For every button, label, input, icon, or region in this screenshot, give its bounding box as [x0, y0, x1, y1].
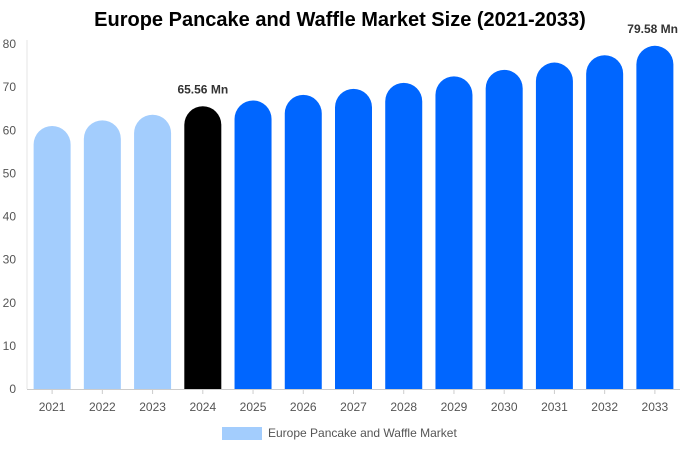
bar-2027	[335, 88, 372, 389]
y-tick-label: 60	[3, 123, 17, 137]
y-tick-label: 70	[3, 80, 17, 94]
y-tick-label: 30	[3, 253, 17, 267]
bar-2023	[134, 114, 172, 389]
bar-2033	[636, 45, 674, 389]
bar-2030	[485, 69, 523, 389]
bar-2031	[535, 62, 573, 389]
x-tick-label-2027: 2027	[340, 400, 367, 414]
x-tick-label-2024: 2024	[189, 400, 216, 414]
bar-2022	[83, 120, 121, 390]
data-label-2033: 79.58 Mn	[627, 22, 678, 36]
bar-2021	[33, 125, 71, 390]
y-tick-label: 0	[9, 382, 16, 396]
data-labels: 65.56 Mn 79.58 Mn	[177, 22, 678, 96]
x-tick-label-2021: 2021	[39, 400, 66, 414]
legend: Europe Pancake and Waffle Market	[222, 425, 457, 441]
bar-2025	[234, 100, 272, 389]
bar-2028	[385, 82, 423, 389]
bar-2026	[284, 94, 322, 389]
x-tick-label-2032: 2032	[591, 400, 618, 414]
x-tick-label-2031: 2031	[541, 400, 568, 414]
x-tick-label-2025: 2025	[240, 400, 267, 414]
x-tick-label-2023: 2023	[139, 400, 166, 414]
x-tick-label-2030: 2030	[491, 400, 518, 414]
x-axis: 2021 2022 2023 2024 2025 2026 2027 2028 2029 2030…	[27, 389, 680, 414]
y-axis: 0 10 20 30 40 50 60 70 80	[3, 37, 28, 396]
x-tick-label-2028: 2028	[390, 400, 417, 414]
y-tick-label: 80	[3, 37, 17, 51]
legend-swatch	[222, 426, 262, 440]
x-tick-label-2026: 2026	[290, 400, 317, 414]
bars	[33, 45, 674, 390]
data-label-2024: 65.56 Mn	[177, 82, 228, 96]
x-tick-label-2033: 2033	[642, 400, 669, 414]
y-tick-label: 40	[3, 210, 17, 224]
bar-2024	[184, 106, 222, 389]
chart-title: Europe Pancake and Waffle Market Size (2…	[94, 9, 586, 31]
bar-2032	[586, 55, 624, 390]
y-tick-label: 50	[3, 166, 17, 180]
x-tick-label-2029: 2029	[441, 400, 468, 414]
legend-label: Europe Pancake and Waffle Market	[268, 426, 457, 440]
y-tick-label: 20	[3, 296, 17, 310]
bar-2029	[435, 76, 473, 390]
y-tick-label: 10	[3, 339, 17, 353]
x-tick-label-2022: 2022	[89, 400, 116, 414]
